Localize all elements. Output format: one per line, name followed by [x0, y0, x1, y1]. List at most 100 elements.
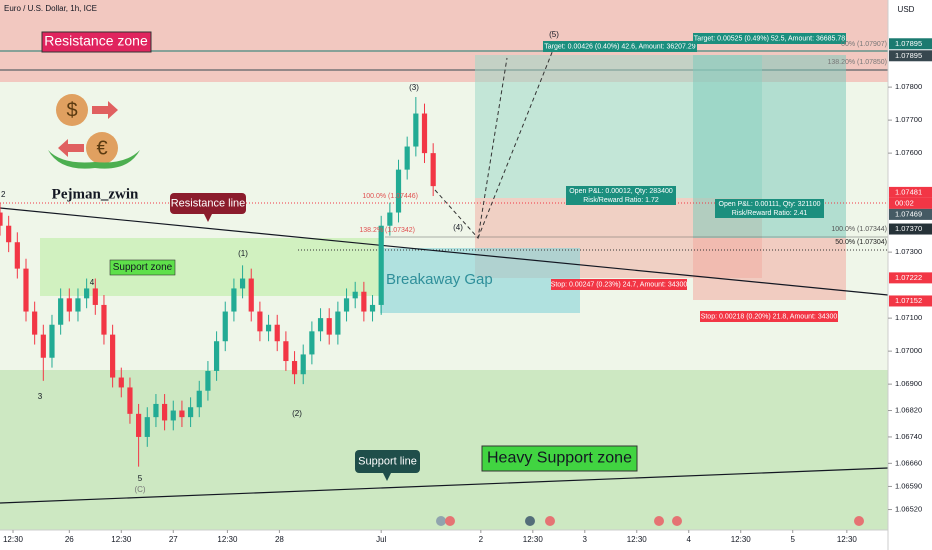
event-icon	[854, 516, 864, 526]
label-box	[355, 450, 420, 473]
event-icon	[654, 516, 664, 526]
candle-body	[361, 291, 367, 312]
logo-coin	[56, 94, 88, 126]
pnl-label: Open P&L: 0.00012, Qty: 283400	[569, 188, 673, 195]
candle-body	[387, 212, 393, 226]
pointer	[383, 473, 391, 481]
x-tick-label: 5	[790, 535, 795, 544]
label-box	[543, 41, 697, 52]
target-label: Target: 0.00525 (0.49%) 52.5, Amount: 36…	[694, 35, 845, 42]
wave-label: 4	[90, 278, 95, 287]
fib-label: 138.2% (1.07342)	[359, 227, 415, 234]
price-label: 1.07370	[895, 224, 922, 233]
event-icons	[436, 516, 864, 526]
candle-body	[352, 291, 358, 299]
wave-label: (4)	[453, 223, 463, 232]
wave-label: (5)	[549, 30, 559, 39]
label-box	[715, 199, 824, 218]
y-tick-label: 1.07800	[895, 82, 922, 91]
candle-body	[257, 311, 263, 332]
price-label: 1.07895	[895, 39, 922, 48]
price-label: 1.07152	[895, 296, 922, 305]
x-tick-label: Jul	[376, 535, 386, 544]
x-tick-label: 4	[687, 535, 692, 544]
label-box	[700, 311, 838, 322]
y-tick-label: 1.06590	[895, 481, 922, 490]
price-label-box	[889, 38, 932, 50]
logo-symbol: €	[96, 137, 107, 159]
candle-body	[110, 334, 116, 378]
candle-body	[179, 410, 185, 418]
candle-body	[6, 225, 12, 243]
candle-body	[430, 153, 436, 187]
candle-body	[317, 318, 324, 332]
author: Pejman_zwin	[52, 186, 139, 202]
wave-label: 2	[1, 190, 6, 199]
candle-body	[127, 387, 133, 414]
candle-body	[231, 288, 237, 312]
wave-label: (2)	[292, 409, 302, 418]
candle-body	[395, 169, 402, 213]
candle-body	[84, 288, 90, 299]
pointer	[204, 214, 212, 222]
x-tick-label: 27	[169, 535, 178, 544]
price-label-box	[889, 208, 932, 220]
candle-body	[248, 278, 254, 312]
support-zone-label: Support zone	[113, 262, 173, 273]
fib-label: 100.0% (1.07446)	[362, 193, 418, 200]
x-tick-label: 2	[479, 535, 484, 544]
label-box	[41, 31, 152, 53]
candle-body	[205, 370, 211, 391]
countdown-box	[889, 197, 932, 209]
candle-body	[162, 403, 168, 421]
candle-body	[49, 324, 55, 358]
x-tick-label: 12:30	[217, 535, 238, 544]
price-label: 1.07481	[895, 187, 922, 196]
candle-body	[335, 311, 341, 335]
logo-curve	[48, 150, 140, 169]
time-axis	[0, 530, 888, 550]
rr-label: Risk/Reward Ratio: 1.72	[583, 197, 659, 204]
x-tick-label: 12:30	[111, 535, 132, 544]
y-tick-label: 1.06900	[895, 379, 922, 388]
breakaway-gap-area	[380, 248, 580, 313]
candle-body	[75, 298, 81, 312]
candle-body	[265, 324, 272, 332]
logo-arrow	[58, 139, 84, 157]
support-zone-area	[40, 238, 380, 296]
candle-body	[239, 278, 246, 289]
wave-label: 3	[38, 392, 43, 401]
rr-label: Risk/Reward Ratio: 2.41	[732, 210, 808, 217]
stop-label: Stop: 0.00218 (0.20%) 21.8, Amount: 3430…	[701, 313, 838, 320]
candle-body	[40, 334, 46, 358]
fib-label: 138.20% (1.07850)	[827, 59, 887, 66]
candle-body	[14, 242, 20, 269]
x-tick-label: 3	[583, 535, 588, 544]
candle-body	[413, 113, 419, 147]
resistance-line-label: Resistance line	[171, 197, 246, 209]
projection-path	[477, 49, 554, 239]
fib-label: 100.0% (1.07344)	[831, 226, 887, 233]
x-tick-label: 12:30	[837, 535, 858, 544]
target-label: Target: 0.00426 (0.40%) 42.6, Amount: 36…	[544, 43, 695, 50]
currency: USD	[898, 5, 915, 14]
logo-arrow	[92, 101, 118, 119]
candle-body	[32, 311, 38, 335]
wave-label: (C)	[134, 485, 145, 494]
candle-body	[136, 413, 142, 437]
label-box	[566, 186, 676, 205]
candles	[0, 97, 436, 467]
candle-body	[23, 268, 29, 312]
event-icon	[436, 516, 446, 526]
candle-body	[66, 298, 72, 312]
label-box	[551, 279, 687, 290]
wave-label: 5	[138, 474, 143, 483]
candle-body	[274, 324, 280, 342]
pnl-label: Open P&L: 0.00111, Qty: 321100	[719, 201, 821, 208]
x-tick-label: 26	[65, 535, 74, 544]
x-tick-label: 12:30	[627, 535, 648, 544]
price-label-box	[889, 186, 932, 198]
wave-label: (3)	[409, 83, 419, 92]
price-label-box	[889, 223, 932, 235]
candle-body	[343, 298, 350, 312]
